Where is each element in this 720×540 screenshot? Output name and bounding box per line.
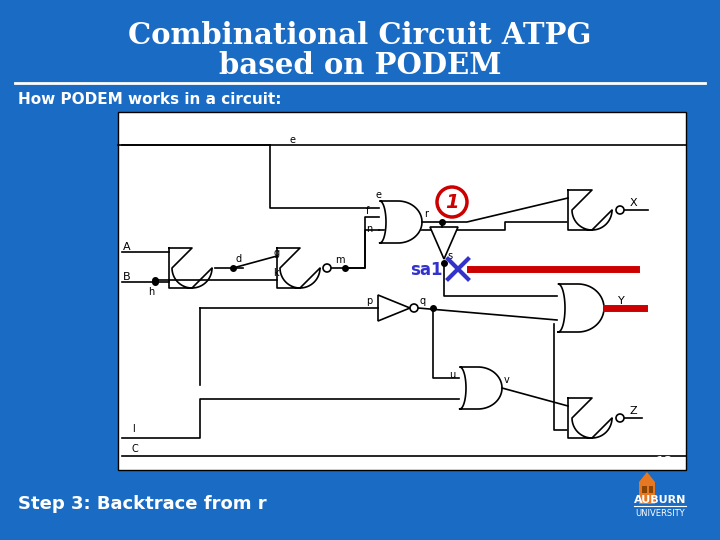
Polygon shape	[639, 472, 655, 482]
Text: h: h	[148, 287, 154, 297]
FancyBboxPatch shape	[642, 486, 647, 493]
Text: B: B	[123, 272, 130, 282]
Text: Combinational Circuit ATPG: Combinational Circuit ATPG	[128, 21, 592, 50]
Text: e: e	[290, 135, 296, 145]
Polygon shape	[277, 248, 320, 288]
Text: based on PODEM: based on PODEM	[219, 51, 501, 79]
FancyBboxPatch shape	[649, 486, 653, 493]
Circle shape	[437, 187, 467, 217]
Text: AUBURN: AUBURN	[634, 495, 686, 505]
Text: r: r	[424, 209, 428, 219]
FancyBboxPatch shape	[639, 482, 655, 504]
Text: s: s	[447, 251, 452, 261]
Polygon shape	[378, 295, 410, 321]
Text: C: C	[132, 444, 139, 454]
Polygon shape	[379, 201, 422, 243]
Text: m: m	[335, 255, 344, 265]
Circle shape	[616, 206, 624, 214]
Text: g: g	[273, 248, 279, 258]
Text: X: X	[630, 198, 638, 208]
Text: e: e	[376, 190, 382, 200]
Text: p: p	[366, 296, 372, 306]
Polygon shape	[460, 367, 502, 409]
Polygon shape	[568, 398, 612, 438]
Text: UNIVERSITY: UNIVERSITY	[635, 509, 685, 517]
Text: Z: Z	[630, 406, 638, 416]
Text: k: k	[273, 268, 279, 278]
Text: d: d	[235, 254, 241, 264]
Text: How PODEM works in a circuit:: How PODEM works in a circuit:	[18, 92, 282, 107]
Text: Y: Y	[618, 296, 625, 306]
Text: q: q	[420, 296, 426, 306]
Polygon shape	[568, 190, 612, 230]
FancyBboxPatch shape	[118, 112, 686, 470]
Circle shape	[410, 304, 418, 312]
Text: Step 3: Backtrace from r: Step 3: Backtrace from r	[18, 495, 266, 513]
Text: 13: 13	[655, 455, 672, 469]
Text: A: A	[123, 242, 130, 252]
Text: f: f	[366, 206, 369, 216]
Polygon shape	[430, 227, 458, 259]
Text: l: l	[132, 424, 135, 434]
Text: u: u	[449, 370, 455, 380]
Polygon shape	[169, 248, 212, 288]
Text: 1: 1	[445, 193, 459, 213]
Circle shape	[323, 264, 331, 272]
Polygon shape	[558, 284, 604, 332]
Circle shape	[616, 414, 624, 422]
Text: n: n	[366, 224, 372, 234]
Text: sa1: sa1	[410, 261, 443, 279]
Text: v: v	[504, 375, 510, 385]
